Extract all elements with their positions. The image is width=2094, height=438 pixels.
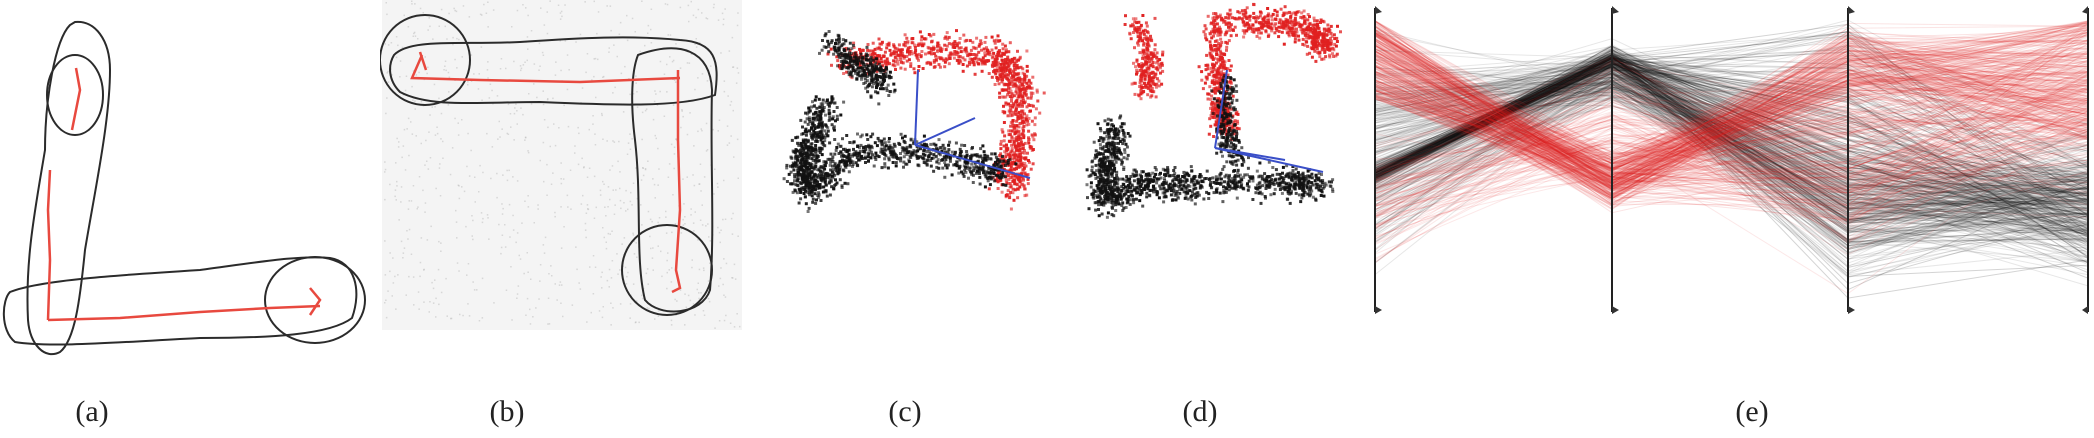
panel-e xyxy=(1370,0,2094,380)
top-joint-circle xyxy=(46,54,104,136)
parallel-coordinates xyxy=(1374,6,2089,314)
scatter-c xyxy=(782,29,1046,213)
caption-a: (a) xyxy=(75,395,109,428)
scatter-points-c xyxy=(782,29,1046,213)
caption-e: (e) xyxy=(1735,395,1769,428)
centerline xyxy=(46,67,322,322)
axis-vectors-d xyxy=(1214,69,1324,173)
horizontal-bar-outline xyxy=(389,36,718,106)
polylines xyxy=(1374,19,2089,299)
noise-background xyxy=(384,0,741,329)
vertical-limb-outline xyxy=(26,20,112,355)
horizontal-limb-outline xyxy=(2,256,358,346)
sketch-inverted-l xyxy=(380,0,742,330)
centerline-b xyxy=(410,51,682,294)
sketch-l-shape xyxy=(2,20,366,355)
bottom-joint-circle xyxy=(621,224,713,316)
caption-c: (c) xyxy=(888,395,922,428)
panel-d xyxy=(1075,0,1365,380)
caption-b: (b) xyxy=(489,395,525,428)
scatter-d xyxy=(1085,2,1342,219)
axes xyxy=(1374,8,2089,312)
panel-a xyxy=(0,0,370,380)
axis-end-markers xyxy=(1375,6,2088,314)
scatter-points-d xyxy=(1085,2,1342,219)
left-joint-circle xyxy=(380,14,471,106)
panel-c xyxy=(770,0,1070,380)
axis-vectors-c xyxy=(914,69,1031,179)
caption-d: (d) xyxy=(1182,395,1218,428)
end-joint-circle xyxy=(264,256,366,344)
panel-b xyxy=(380,0,750,380)
